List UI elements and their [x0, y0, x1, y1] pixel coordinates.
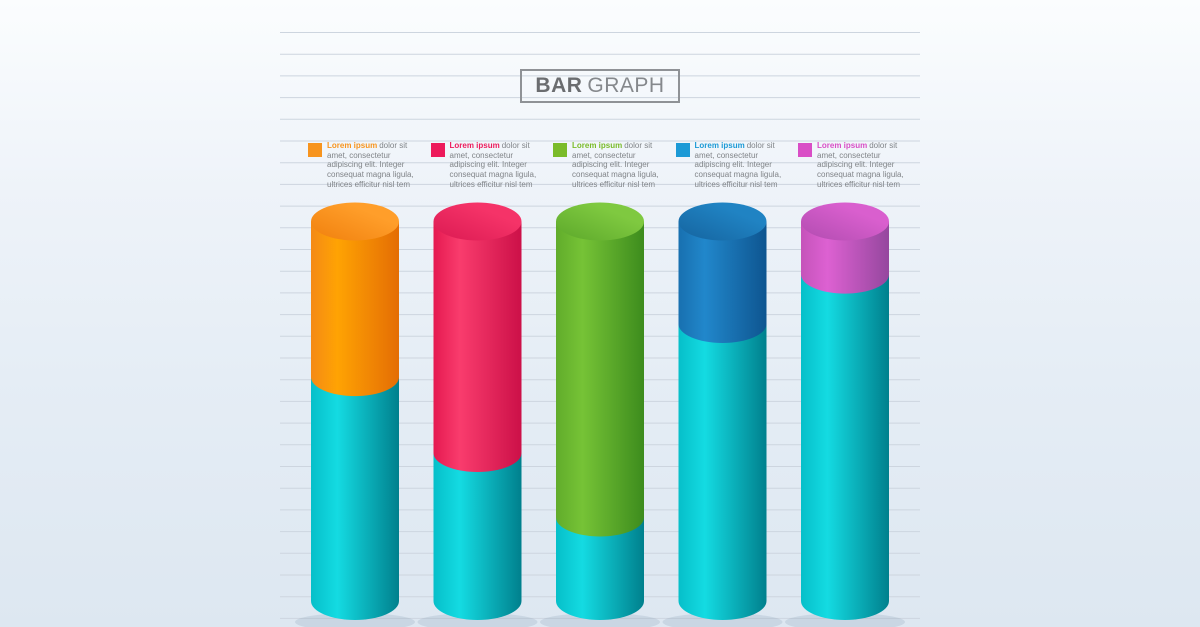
legend-body: dolor sit amet, consectetur adipiscing e… — [327, 141, 414, 189]
cylinder-cap — [433, 202, 522, 241]
legend-body: dolor sit amet, consectetur adipiscing e… — [817, 141, 904, 189]
legend-text: Lorem ipsum dolor sit amet, consectetur a… — [572, 141, 662, 190]
bar-shadow — [540, 613, 660, 627]
cylinder-top-segment — [556, 221, 644, 537]
legend-text: Lorem ipsum dolor sit amet, consectetur a… — [327, 141, 417, 190]
legend-swatch — [675, 143, 690, 157]
bar-shadow — [785, 613, 905, 627]
cylinder-base-segment — [311, 377, 399, 620]
legend-swatch — [553, 143, 567, 157]
cylinder-cap — [556, 202, 644, 241]
title-box: BAR GRAPH — [520, 69, 680, 103]
legend-item: Lorem ipsum dolor sit amet, consectetur a… — [798, 141, 921, 190]
legend-item: Lorem ipsum dolor sit amet, consectetur a… — [430, 141, 554, 190]
cylinder-bar — [662, 202, 783, 627]
cylinder-bar — [417, 202, 538, 627]
legend-item: Lorem ipsum dolor sit amet, consectetur a… — [308, 141, 431, 190]
legend-title: Lorem ipsum — [327, 141, 378, 150]
cylinder-base-segment — [801, 274, 889, 620]
cylinder-base-segment — [556, 517, 644, 620]
cylinder-cap — [801, 202, 889, 241]
legend-title: Lorem ipsum — [449, 141, 500, 150]
legend-swatch — [430, 143, 445, 157]
cylinder-base-segment — [433, 453, 522, 620]
title-regular: GRAPH — [587, 74, 665, 97]
cylinder-top-segment — [678, 221, 767, 343]
legend-swatch — [308, 143, 322, 157]
cylinder-bar — [785, 202, 905, 627]
cylinder-bar — [295, 202, 415, 627]
title-bold: BAR — [535, 74, 583, 97]
legend-item: Lorem ipsum dolor sit amet, consectetur a… — [675, 141, 799, 190]
legend-body: dolor sit amet, consectetur adipiscing e… — [449, 141, 537, 189]
bar-shadow — [662, 613, 783, 627]
legend-item: Lorem ipsum dolor sit amet, consectetur a… — [553, 141, 676, 190]
legend-title: Lorem ipsum — [694, 141, 745, 150]
cylinder-top-segment — [801, 221, 889, 294]
cylinder-base-segment — [678, 324, 767, 620]
bar-shadow — [295, 613, 415, 627]
legend-text: Lorem ipsum dolor sit amet, consectetur a… — [695, 141, 785, 190]
cylinder-top-segment — [311, 221, 399, 397]
cylinder-top-segment — [433, 221, 522, 472]
bar-shadow — [417, 613, 538, 627]
legend-swatch — [798, 143, 812, 157]
legend-body: dolor sit amet, consectetur adipiscing e… — [694, 141, 782, 189]
legend-text: Lorem ipsum dolor sit amet, consectetur a… — [450, 141, 540, 190]
cylinder-cap — [678, 202, 767, 241]
cylinder-bar — [540, 202, 660, 627]
legend-body: dolor sit amet, consectetur adipiscing e… — [572, 141, 659, 189]
legend: Lorem ipsum dolor sit amet, consectetur a… — [308, 141, 928, 190]
legend-text: Lorem ipsum dolor sit amet, consectetur a… — [817, 141, 907, 190]
legend-title: Lorem ipsum — [817, 141, 868, 150]
legend-title: Lorem ipsum — [572, 141, 623, 150]
cylinder-cap — [311, 202, 399, 241]
